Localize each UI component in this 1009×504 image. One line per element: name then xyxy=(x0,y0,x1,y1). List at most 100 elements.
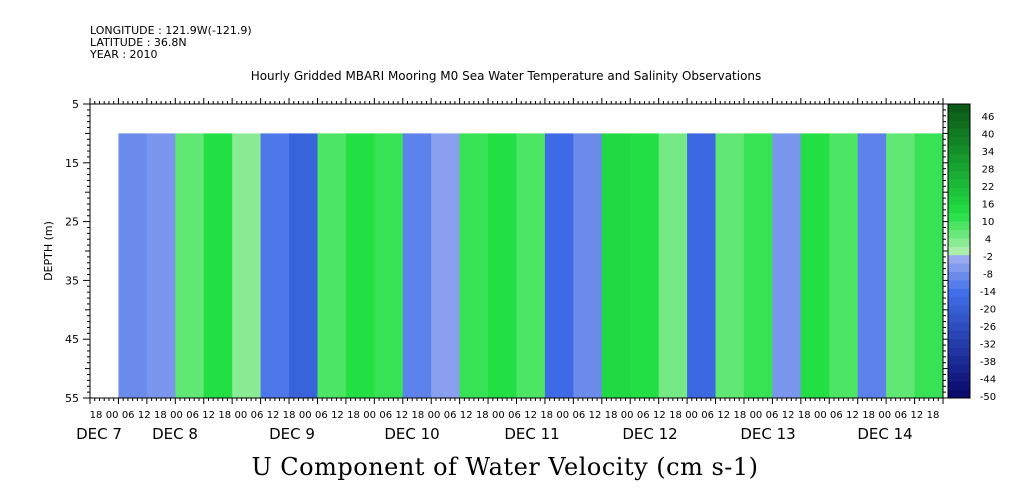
heatmap-cell xyxy=(800,133,830,398)
colorbar-swatch xyxy=(948,364,970,374)
latitude-label: LATITUDE : 36.8N xyxy=(90,36,187,49)
x-tick-label: 00 xyxy=(556,410,569,421)
heatmap-cell xyxy=(630,133,660,398)
colorbar-label: -26 xyxy=(980,322,996,333)
x-tick-label: 00 xyxy=(750,410,763,421)
heatmap-cell xyxy=(402,133,432,398)
x-day-label: DEC 10 xyxy=(384,425,439,443)
x-tick-label: 12 xyxy=(395,410,408,421)
y-tick-label: 35 xyxy=(65,274,79,287)
heatmap-cell xyxy=(459,133,489,398)
x-tick-label: 12 xyxy=(331,410,344,421)
x-tick-label: 06 xyxy=(766,410,779,421)
colorbar-label: -8 xyxy=(983,270,993,281)
colorbar-swatch xyxy=(948,314,970,323)
colorbar-label: -20 xyxy=(980,305,996,316)
colorbar-label: 16 xyxy=(982,200,995,211)
heatmap-cell xyxy=(345,133,375,398)
colorbar-swatch xyxy=(948,204,970,214)
x-tick-label: 06 xyxy=(444,410,457,421)
colorbar-swatch xyxy=(948,339,970,348)
x-tick-label: 06 xyxy=(573,410,586,421)
heatmap-cell xyxy=(232,133,262,398)
x-tick-label: 18 xyxy=(218,410,231,421)
colorbar-swatch xyxy=(948,196,970,206)
colorbar-label: 10 xyxy=(982,217,995,228)
x-tick-label: 12 xyxy=(717,410,730,421)
colorbar-label: 4 xyxy=(985,235,991,246)
colorbar-swatch xyxy=(948,230,970,239)
colorbar-swatch xyxy=(948,389,970,399)
heatmap-cell xyxy=(516,133,546,398)
colorbar: 46 40 34 28 22 16 10 4 -2 -8 -14 -20 -26 -32 -38 -44 -50 xyxy=(947,103,996,403)
x-tick-label: 00 xyxy=(621,410,634,421)
x-day-label: DEC 8 xyxy=(152,425,198,443)
x-tick-label: 18 xyxy=(412,410,425,421)
colorbar-swatch xyxy=(948,356,970,365)
colorbar-swatch xyxy=(948,280,970,290)
x-tick-label: 12 xyxy=(460,410,473,421)
x-tick-label: 06 xyxy=(894,410,907,421)
velocity-heatmap xyxy=(118,133,944,398)
heatmap-cell xyxy=(317,133,347,398)
y-axis-label: DEPTH (m) xyxy=(42,221,55,281)
x-day-label: DEC 12 xyxy=(622,425,677,443)
heatmap-cell xyxy=(886,133,916,398)
x-tick-label: 18 xyxy=(476,410,489,421)
colorbar-label: 22 xyxy=(982,182,995,193)
x-tick-label: 12 xyxy=(589,410,602,421)
x-tick-label: 06 xyxy=(315,410,328,421)
x-tick-label: 18 xyxy=(669,410,682,421)
colorbar-swatch xyxy=(948,372,970,382)
x-tick-label: 12 xyxy=(202,410,215,421)
colorbar-frame xyxy=(947,103,971,399)
colorbar-label: -38 xyxy=(980,357,996,368)
heatmap-cell xyxy=(658,133,688,398)
x-tick-label: 18 xyxy=(733,410,746,421)
colorbar-swatch xyxy=(948,112,970,122)
heatmap-cell xyxy=(118,133,148,398)
longitude-label: LONGITUDE : 121.9W(-121.9) xyxy=(90,24,252,37)
x-tick-label: 06 xyxy=(508,410,521,421)
x-tick-label: 18 xyxy=(154,410,167,421)
colorbar-label: -32 xyxy=(980,340,996,351)
colorbar-label: -14 xyxy=(980,287,996,298)
heatmap-cell xyxy=(743,133,773,398)
colorbar-label: -50 xyxy=(980,392,996,403)
x-tick-label: 18 xyxy=(540,410,553,421)
x-tick-label: 18 xyxy=(927,410,940,421)
colorbar-label: -44 xyxy=(980,375,996,386)
colorbar-swatch xyxy=(948,146,970,155)
heatmap-cell xyxy=(289,133,318,398)
heatmap-cell xyxy=(601,133,631,398)
x-tick-label: 00 xyxy=(106,410,119,421)
y-tick-label: 15 xyxy=(65,157,79,170)
y-tick-label: 55 xyxy=(65,392,79,405)
x-day-label: DEC 9 xyxy=(269,425,315,443)
x-tick-label: 06 xyxy=(830,410,843,421)
colorbar-swatch xyxy=(948,129,970,138)
x-day-label: DEC 13 xyxy=(740,425,795,443)
colorbar-swatch xyxy=(948,188,970,197)
x-tick-label: 06 xyxy=(701,410,714,421)
colorbar-swatch xyxy=(948,288,970,298)
colorbar-swatch xyxy=(948,137,970,147)
heatmap-cell xyxy=(374,133,404,398)
x-tick-label: 00 xyxy=(299,410,312,421)
x-tick-label: 00 xyxy=(814,410,827,421)
colorbar-swatch xyxy=(948,221,970,231)
x-tick-label: 00 xyxy=(428,410,441,421)
x-tick-label: 12 xyxy=(782,410,795,421)
colorbar-swatch xyxy=(948,162,970,172)
colorbar-swatch xyxy=(948,322,970,332)
colorbar-swatch xyxy=(948,246,970,256)
colorbar-swatch xyxy=(948,238,970,248)
colorbar-swatch xyxy=(948,305,970,315)
colorbar-label: 28 xyxy=(982,165,995,176)
x-tick-label: 12 xyxy=(267,410,280,421)
year-label: YEAR : 2010 xyxy=(90,48,158,61)
x-tick-label: 18 xyxy=(798,410,811,421)
x-tick-label: 12 xyxy=(911,410,924,421)
x-tick-label: 18 xyxy=(90,410,103,421)
